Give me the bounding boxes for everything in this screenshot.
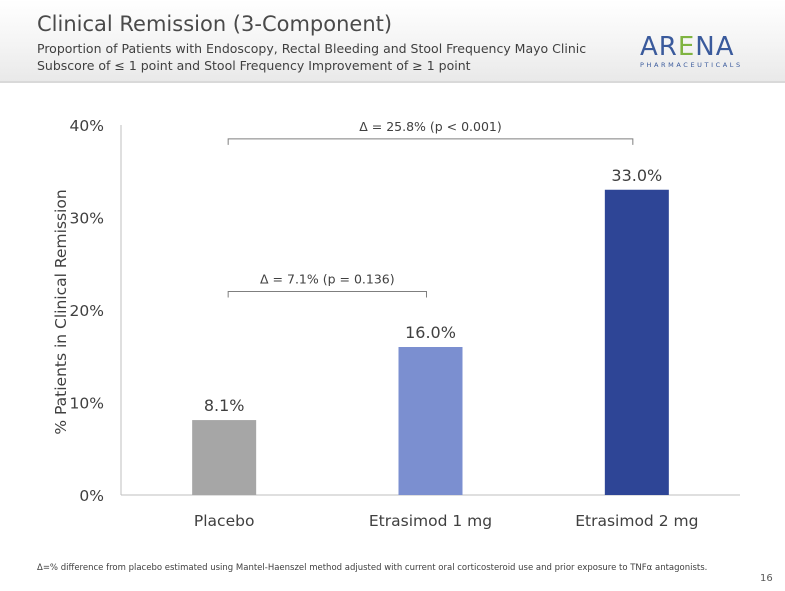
bar-chart: 0% 10% 20% 30% 40% % Patients in Clinical Rem… [52,117,740,530]
logo-wordmark: ARENA [640,34,755,60]
page-subtitle: Proportion of Patients with Endoscopy, R… [37,40,586,74]
x-tick-label: Placebo [194,512,255,530]
logo-word-a: AR [640,32,678,62]
comparison-label: Δ = 25.8% (p < 0.001) [359,119,502,134]
data-label: 16.0% [405,323,456,342]
subtitle-line-1: Proportion of Patients with Endoscopy, R… [37,41,587,56]
data-label: 33.0% [611,166,662,185]
y-tick-label: 40% [70,117,104,135]
footnote: Δ=% difference from placebo estimated us… [37,563,708,573]
arena-logo: ARENA PHARMACEUTICALS [640,34,755,69]
comparison-label: Δ = 7.1% (p = 0.136) [260,272,395,287]
slide-number: 16 [760,573,773,584]
y-tick-label: 20% [70,302,104,320]
page-title: Clinical Remission (3-Component) [37,12,393,36]
y-tick-label: 0% [79,487,104,505]
bar [398,347,463,495]
bar [604,189,669,495]
y-tick-label: 30% [70,210,104,228]
bar [192,420,257,495]
y-tick-label: 10% [70,395,104,413]
logo-tagline: PHARMACEUTICALS [640,61,743,69]
comparison-bracket [227,291,427,298]
data-label: 8.1% [204,396,245,415]
logo-word-b: NA [695,32,735,62]
x-tick-label: Etrasimod 2 mg [575,512,698,530]
x-tick-label: Etrasimod 1 mg [369,512,492,530]
comparison-bracket [227,138,634,145]
logo-word-e: E [677,32,696,62]
subtitle-line-2: Subscore of ≤ 1 point and Stool Frequenc… [37,58,471,73]
header-band: Clinical Remission (3-Component) Proport… [0,0,785,83]
y-axis-title: % Patients in Clinical Remission [52,189,70,434]
